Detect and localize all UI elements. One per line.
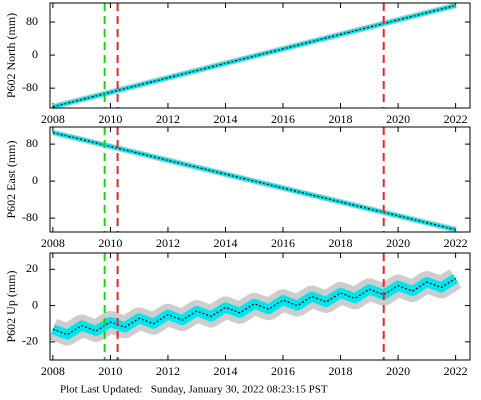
x-tick-label: 2018	[329, 112, 353, 126]
x-tick-label: 2012	[156, 112, 180, 126]
x-tick-label: 2016	[271, 364, 295, 378]
x-tick-label: 2012	[156, 364, 180, 378]
plot-frame	[49, 2, 471, 109]
x-tick-label: 2010	[98, 112, 122, 126]
y-tick-label: 0	[32, 297, 38, 311]
plot-frame	[49, 126, 471, 233]
x-tick-label: 2018	[329, 364, 353, 378]
y-tick-label: 80	[26, 14, 38, 28]
y-axis-label: P602 Up (mm)	[4, 270, 18, 342]
x-tick-label: 2020	[386, 364, 410, 378]
plot-frame	[49, 252, 471, 361]
y-tick-label: 20	[26, 261, 38, 275]
model-line	[52, 131, 456, 231]
y-tick-label: -80	[22, 210, 38, 224]
x-tick-label: 2016	[271, 236, 295, 250]
x-tick-label: 2018	[329, 236, 353, 250]
x-tick-label: 2020	[386, 236, 410, 250]
x-tick-label: 2008	[41, 112, 65, 126]
x-tick-label: 2014	[213, 364, 237, 378]
y-tick-label: 0	[32, 47, 38, 61]
x-tick-label: 2008	[41, 236, 65, 250]
x-tick-label: 2020	[386, 112, 410, 126]
x-tick-label: 2014	[213, 112, 237, 126]
x-tick-label: 2022	[444, 364, 468, 378]
x-tick-label: 2022	[444, 236, 468, 250]
y-tick-label: 80	[26, 136, 38, 150]
x-tick-label: 2012	[156, 236, 180, 250]
x-tick-label: 2008	[41, 364, 65, 378]
footer: Plot Last Updated: Sunday, January 30, 2…	[60, 384, 328, 396]
x-tick-label: 2022	[444, 112, 468, 126]
x-tick-label: 2016	[271, 112, 295, 126]
model-line	[52, 277, 456, 336]
y-axis-label: P602 East (mm)	[4, 141, 18, 219]
x-tick-label: 2010	[98, 236, 122, 250]
model-line	[52, 4, 456, 108]
x-tick-label: 2010	[98, 364, 122, 378]
y-tick-label: -80	[22, 80, 38, 94]
x-tick-label: 2014	[213, 236, 237, 250]
y-tick-label: 0	[32, 173, 38, 187]
y-axis-label: P602 North (mm)	[4, 13, 18, 98]
y-tick-label: -20	[22, 334, 38, 348]
